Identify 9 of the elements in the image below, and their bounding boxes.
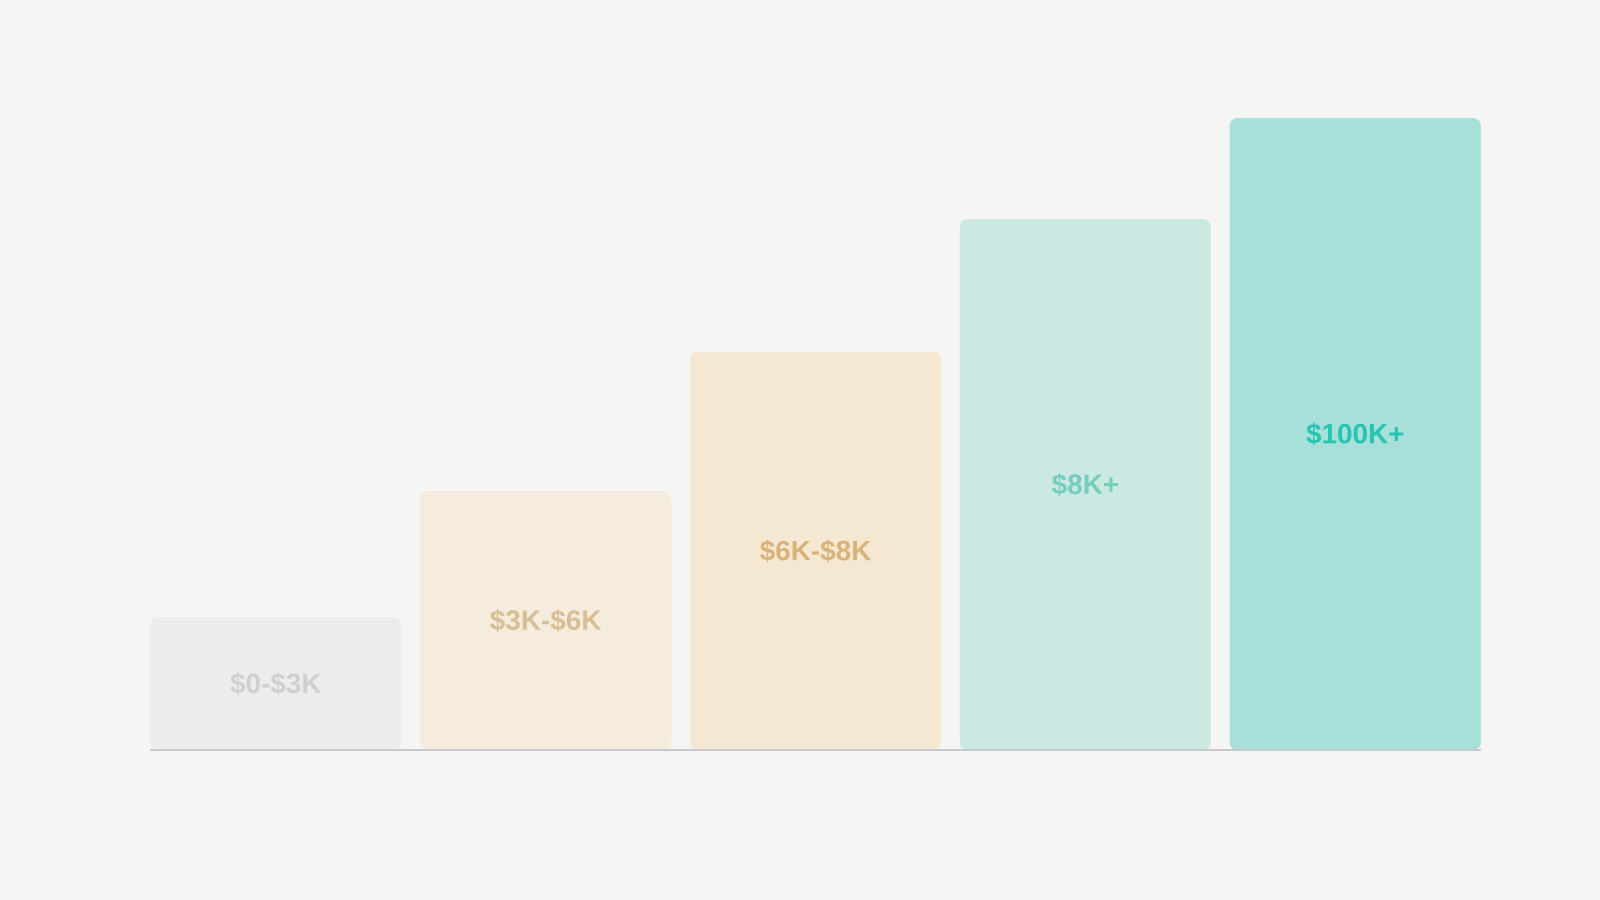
x-tick-label: $6K-$8K — [760, 539, 872, 563]
x-tick-label: $3K-$6K — [490, 609, 602, 632]
x-tick-label: $100K+ — [1306, 422, 1404, 446]
x-tick-label: $8K+ — [1052, 473, 1118, 496]
bar — [420, 490, 672, 750]
bar — [959, 219, 1212, 750]
bar — [1229, 117, 1481, 750]
bar — [689, 351, 942, 750]
bar — [150, 617, 402, 750]
